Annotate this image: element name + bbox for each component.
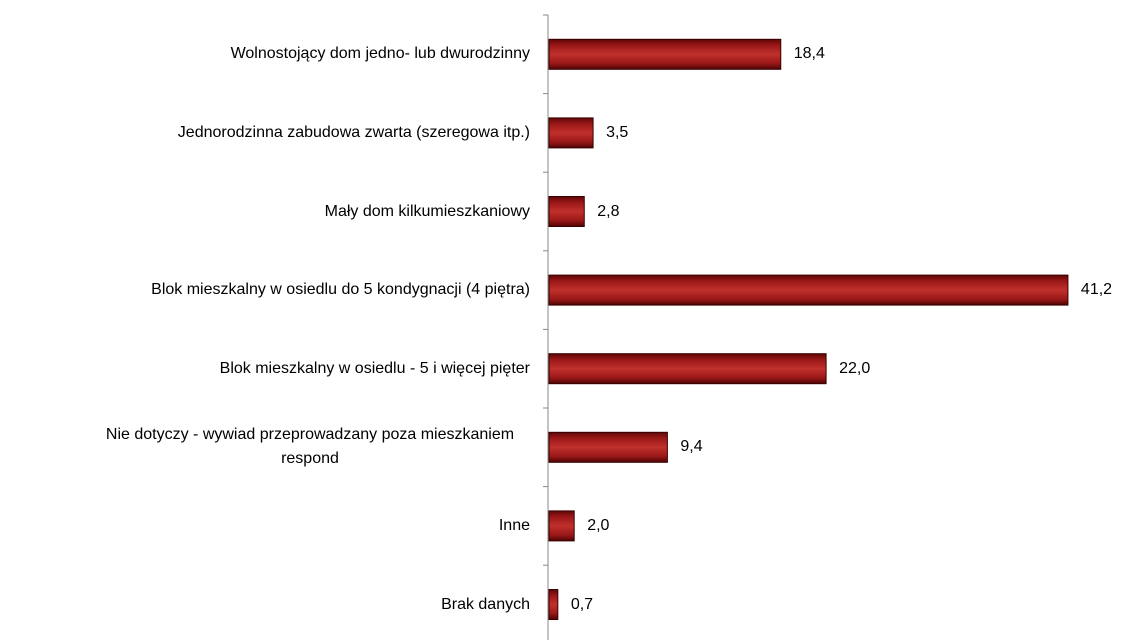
value-label: 2,0 — [587, 516, 609, 536]
value-label: 9,4 — [680, 437, 702, 457]
category-label: Nie dotyczy - wywiad przeprowadzany poza… — [0, 423, 530, 471]
category-label-text: Inne — [498, 516, 530, 534]
category-label-text: Blok mieszkalny w osiedlu do 5 kondygnac… — [151, 281, 530, 299]
category-label-text: Nie dotyczy - wywiad przeprowadzany poza… — [105, 426, 515, 468]
value-label-text: 3,5 — [606, 123, 629, 141]
value-label-text: 0,7 — [570, 595, 594, 613]
category-label-text: Blok mieszkalny w osiedlu - 5 i więcej p… — [219, 359, 530, 377]
category-label-text: Wolnostojący dom jedno- lub dwurodzinny — [230, 45, 530, 63]
value-label: 3,5 — [606, 123, 628, 143]
value-label: 2,8 — [597, 202, 619, 222]
value-label-text: 2,0 — [587, 516, 610, 534]
category-label: Jednorodzinna zabudowa zwarta (szeregowa… — [0, 121, 530, 145]
value-label-text: 18,4 — [793, 45, 825, 63]
category-label-text: Mały dom kilkumieszkaniowy — [324, 202, 530, 220]
category-label-text: Brak danych — [441, 595, 530, 613]
category-label: Mały dom kilkumieszkaniowy — [0, 200, 530, 224]
bar — [548, 510, 575, 542]
bar — [548, 117, 594, 149]
category-label: Brak danych — [0, 593, 530, 617]
value-label: 0,7 — [571, 595, 593, 615]
bar — [548, 353, 827, 385]
value-label: 22,0 — [839, 359, 870, 379]
category-label: Wolnostojący dom jedno- lub dwurodzinny — [0, 42, 530, 66]
bar — [548, 431, 668, 463]
value-label-text: 22,0 — [839, 359, 871, 377]
value-label-text: 41,2 — [1080, 281, 1113, 299]
category-label-text: Jednorodzinna zabudowa zwarta (szeregowa… — [177, 123, 530, 141]
bar — [548, 196, 585, 227]
category-label: Blok mieszkalny w osiedlu - 5 i więcej p… — [0, 357, 530, 381]
bar — [548, 274, 1069, 306]
bar — [548, 589, 559, 620]
value-label: 18,4 — [794, 44, 825, 64]
bar — [548, 38, 782, 70]
category-label: Blok mieszkalny w osiedlu do 5 kondygnac… — [0, 278, 530, 302]
value-label-text: 2,8 — [597, 202, 620, 220]
category-label: Inne — [0, 514, 530, 538]
value-label-text: 9,4 — [680, 438, 703, 456]
value-label: 41,2 — [1081, 280, 1112, 300]
